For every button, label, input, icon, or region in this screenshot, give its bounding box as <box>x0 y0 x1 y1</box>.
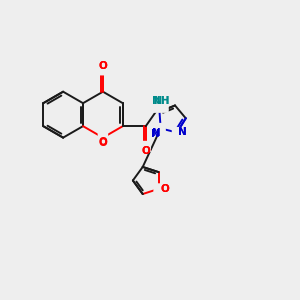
Text: O: O <box>98 133 108 142</box>
Text: O: O <box>160 184 169 194</box>
Text: NH: NH <box>150 102 168 112</box>
Text: O: O <box>98 61 107 71</box>
Text: NH: NH <box>152 96 169 106</box>
Text: N: N <box>152 128 161 138</box>
Text: O: O <box>98 61 107 71</box>
Text: O: O <box>154 184 163 194</box>
Text: N: N <box>172 128 182 137</box>
Text: O: O <box>98 138 107 148</box>
Text: O: O <box>141 141 151 152</box>
Text: N: N <box>178 128 187 137</box>
Text: O: O <box>98 137 107 147</box>
Text: N: N <box>151 129 160 139</box>
Text: NH: NH <box>153 96 170 106</box>
Text: O: O <box>161 184 170 194</box>
Text: O: O <box>141 146 150 156</box>
Text: O: O <box>98 65 108 75</box>
Text: N: N <box>178 128 187 137</box>
Text: N: N <box>156 123 165 134</box>
Text: O: O <box>141 146 150 156</box>
